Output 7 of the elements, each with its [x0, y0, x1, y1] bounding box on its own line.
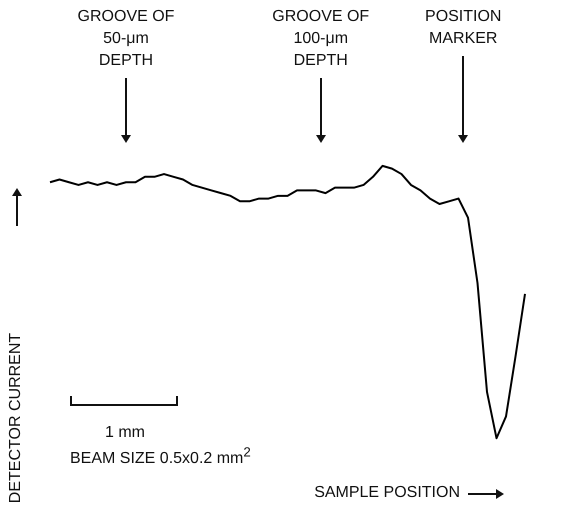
text: POSITION MARKER: [425, 8, 502, 47]
text: GROOVE OF 100-μm DEPTH: [272, 8, 370, 69]
y-axis-title: DETECTOR CURRENT: [7, 332, 24, 504]
x-axis-title: SAMPLE POSITION: [314, 484, 460, 501]
text: BEAM SIZE 0.5x0.2 mm$^{2}$: [70, 445, 251, 468]
text: GROOVE OF 50-μm DEPTH: [78, 8, 174, 69]
annotation: 1 mm: [105, 424, 145, 441]
